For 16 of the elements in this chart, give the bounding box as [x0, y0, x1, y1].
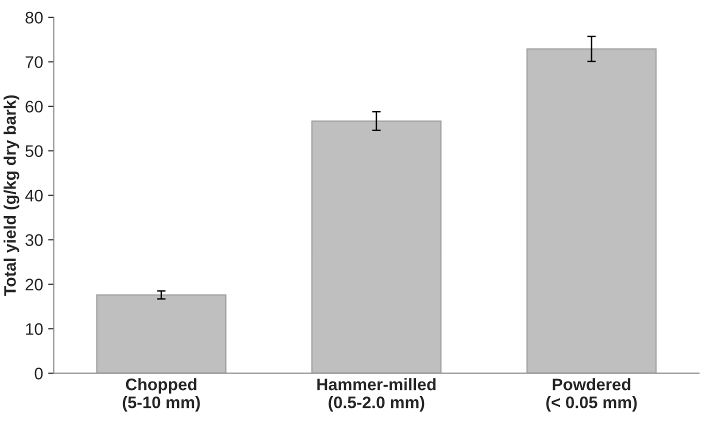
y-tick-label: 40 — [25, 190, 43, 202]
bar — [311, 120, 442, 374]
x-tick-label: Chopped (5-10 mm) — [122, 378, 200, 412]
y-tick-label: 10 — [26, 323, 43, 335]
bar — [526, 48, 657, 374]
y-axis-title: Total yield (g/kg dry bark) — [4, 95, 20, 296]
y-tick-label: 70 — [26, 56, 43, 68]
y-tick-label: 80 — [26, 12, 43, 24]
y-tick-label: 30 — [25, 234, 43, 246]
bar — [96, 294, 226, 374]
y-tick-label: 60 — [26, 100, 43, 113]
x-tick-label: Hammer-milled (0.5-2.0 mm) — [317, 378, 436, 412]
y-tick-label: 50 — [25, 145, 43, 158]
x-tick-label: Powdered (< 0.05 mm) — [546, 378, 637, 412]
y-tick-label: 20 — [26, 278, 43, 290]
y-tick-label: 0 — [34, 368, 43, 380]
